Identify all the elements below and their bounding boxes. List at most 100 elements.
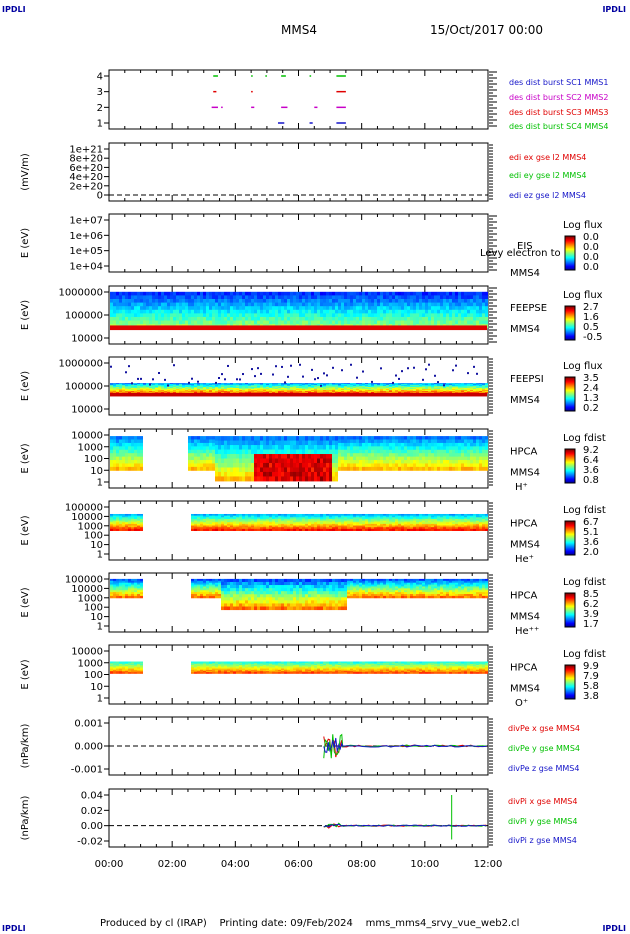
- spectro-cell: [377, 387, 380, 389]
- spectro-cell: [257, 436, 260, 442]
- spectro-cell: [137, 390, 140, 392]
- spectro-cell: [338, 439, 341, 444]
- colorbar-cell: [565, 337, 575, 339]
- spectro-cell: [404, 436, 407, 441]
- spectro-cell: [479, 439, 482, 444]
- spectro-cell: [248, 385, 251, 387]
- spectro-cell: [182, 388, 185, 390]
- spectro-cell: [473, 442, 476, 447]
- spectro-cell: [437, 384, 440, 386]
- spectro-cell: [452, 384, 455, 386]
- spectro-speck: [323, 372, 325, 375]
- spectro-cell: [197, 298, 200, 304]
- spectro-cell: [134, 313, 137, 318]
- spectro-cell: [260, 390, 263, 393]
- spectro-cell: [116, 316, 119, 322]
- spectro-cell: [140, 463, 143, 468]
- y-tick-label-1: 4: [97, 72, 103, 83]
- colorbar-cell: [565, 311, 575, 313]
- spectro-cell: [203, 389, 206, 391]
- spectro-cell: [287, 390, 290, 393]
- spectro-cell: [350, 313, 353, 318]
- spectro-cell: [125, 298, 128, 304]
- spectro-cell: [179, 295, 182, 300]
- colorbar-cell: [565, 388, 575, 390]
- spectro-cell: [179, 390, 182, 392]
- spectro-cell: [230, 449, 233, 455]
- spectro-cell: [482, 386, 485, 388]
- spectro-speck: [167, 384, 169, 387]
- spectro-cell: [470, 389, 473, 391]
- colorbar-cell: [565, 522, 575, 524]
- colorbar-cell: [565, 381, 575, 383]
- colorbar-tick-6: 9.2: [583, 445, 599, 456]
- spectro-cell: [347, 439, 350, 444]
- spectro-cell: [122, 291, 125, 296]
- spectro-cell: [242, 388, 245, 390]
- legend-edi-2: edi ey gse l2 MMS4: [509, 171, 587, 180]
- spectro-cell: [176, 313, 179, 318]
- spectro-cell: [248, 386, 251, 388]
- spectro-cell: [230, 298, 233, 304]
- spectro-cell: [290, 313, 293, 318]
- spectro-cell: [119, 387, 122, 389]
- spectro-speck: [341, 369, 343, 372]
- spectro-cell: [191, 522, 194, 525]
- spectro-cell: [431, 320, 434, 325]
- spectro-cell: [320, 302, 323, 307]
- spectro-cell: [410, 389, 413, 391]
- spectro-cell: [443, 316, 446, 322]
- spectro-cell: [287, 291, 290, 296]
- spectro-cell: [431, 385, 434, 387]
- spectro-cell: [113, 295, 116, 300]
- spectro-cell: [170, 387, 173, 389]
- spectro-cell: [371, 384, 374, 386]
- spectro-cell: [305, 320, 308, 325]
- spectro-cell: [209, 298, 212, 304]
- spectro-cell: [344, 453, 347, 458]
- spectro-cell: [197, 525, 200, 528]
- spectro-cell: [401, 446, 404, 451]
- spectro-cell: [113, 309, 116, 314]
- spectro-cell: [203, 316, 206, 322]
- spectro-cell: [194, 453, 197, 458]
- spectro-cell: [416, 439, 419, 444]
- spectro-cell: [119, 523, 122, 527]
- spectro-cell: [179, 291, 182, 296]
- spectro-cell: [470, 388, 473, 390]
- spectro-cell: [413, 453, 416, 458]
- spectro-cell: [329, 440, 332, 446]
- spectro-cell: [122, 528, 125, 531]
- spectro-cell: [257, 298, 260, 304]
- spectro-cell: [428, 306, 431, 311]
- spectro-cell: [317, 391, 320, 394]
- spectro-cell: [203, 436, 206, 441]
- spectro-cell: [302, 462, 305, 468]
- spectro-cell: [200, 295, 203, 300]
- spectro-cell: [200, 518, 203, 522]
- spectro-cell: [416, 388, 419, 390]
- spectro-cell: [317, 440, 320, 446]
- spectro-cell: [149, 391, 152, 394]
- spectro-cell: [380, 388, 383, 390]
- spectro-cell: [455, 390, 458, 393]
- spectro-cell: [428, 298, 431, 304]
- spectro-cell: [248, 445, 251, 451]
- spectro-cell: [320, 298, 323, 304]
- spectro-cell: [476, 385, 479, 387]
- spectro-cell: [272, 467, 275, 473]
- spectro-cell: [380, 391, 383, 394]
- colorbar-cell: [565, 468, 575, 470]
- spectro-cell: [464, 453, 467, 458]
- spectro-cell: [359, 436, 362, 441]
- spectro-cell: [128, 389, 131, 391]
- spectro-cell: [122, 453, 125, 458]
- spectro-cell: [356, 446, 359, 451]
- spectro-cell: [419, 309, 422, 314]
- spectro-cell: [458, 439, 461, 444]
- spectro-cell: [326, 384, 329, 386]
- spectro-speck: [425, 368, 427, 371]
- spectro-cell: [179, 384, 182, 386]
- spectro-cell: [194, 295, 197, 300]
- spectro-cell: [227, 295, 230, 300]
